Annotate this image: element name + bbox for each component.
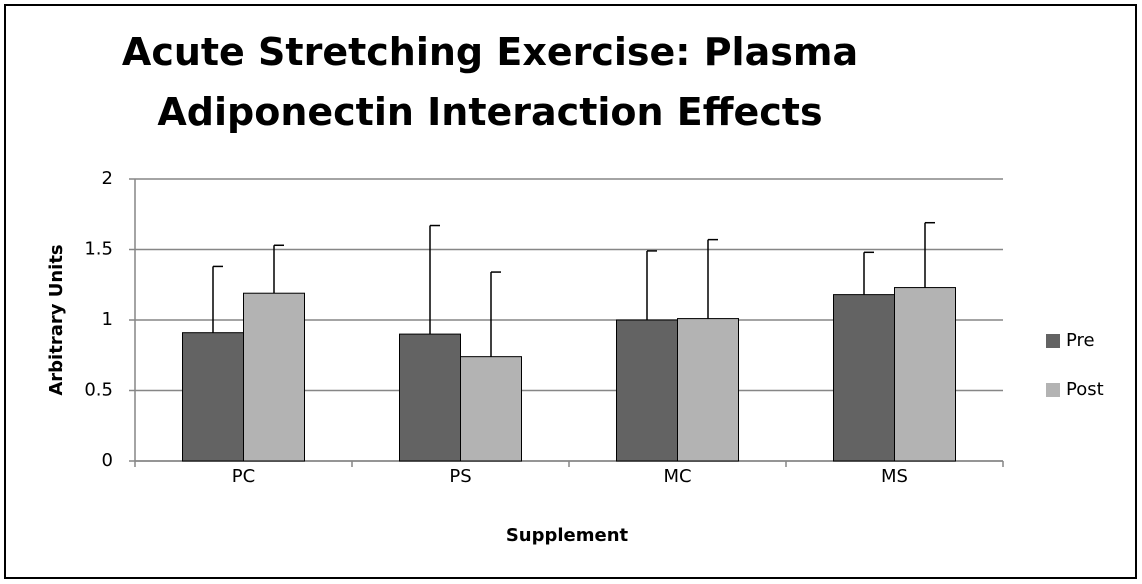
y-tick-label: 0 [102, 450, 113, 471]
y-tick-label: 1.5 [84, 239, 113, 260]
bar [894, 287, 956, 462]
chart-title: Acute Stretching Exercise: Plasma Adipon… [121, 30, 859, 134]
x-tick-label: MS [881, 466, 908, 487]
x-tick-label: PS [449, 466, 471, 487]
chart-border [4, 4, 1137, 579]
bar [833, 294, 895, 462]
y-tick-label: 1 [102, 309, 113, 330]
x-tick-label: MC [663, 466, 691, 487]
x-tick-label: PC [232, 466, 255, 487]
bar [399, 333, 461, 462]
y-axis-label: Arbitrary Units [46, 244, 67, 395]
bar [243, 292, 305, 462]
y-tick-label: 2 [102, 168, 113, 189]
legend-label: Post [1066, 379, 1104, 400]
bar [460, 356, 522, 462]
bar [616, 319, 678, 462]
y-tick-label: 0.5 [84, 380, 113, 401]
legend-label: Pre [1066, 330, 1095, 351]
bar [182, 332, 244, 462]
x-axis-label: Supplement [506, 525, 629, 546]
legend-swatch [1046, 334, 1060, 348]
bar [677, 318, 739, 462]
legend-swatch [1046, 383, 1060, 397]
